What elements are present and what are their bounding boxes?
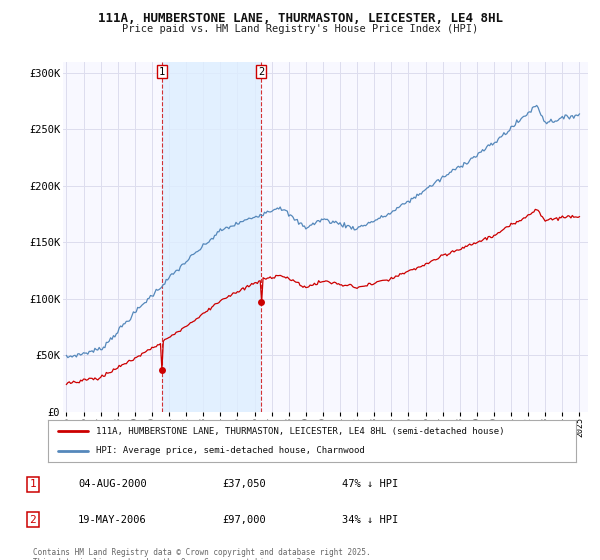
Text: £37,050: £37,050 [222, 479, 266, 489]
Text: 19-MAY-2006: 19-MAY-2006 [78, 515, 147, 525]
Text: 2: 2 [258, 67, 264, 77]
Text: 04-AUG-2000: 04-AUG-2000 [78, 479, 147, 489]
Text: £97,000: £97,000 [222, 515, 266, 525]
Text: HPI: Average price, semi-detached house, Charnwood: HPI: Average price, semi-detached house,… [95, 446, 364, 455]
Text: Contains HM Land Registry data © Crown copyright and database right 2025.
This d: Contains HM Land Registry data © Crown c… [33, 548, 371, 560]
Bar [162, 62, 261, 412]
Text: 34% ↓ HPI: 34% ↓ HPI [342, 515, 398, 525]
Text: Price paid vs. HM Land Registry's House Price Index (HPI): Price paid vs. HM Land Registry's House … [122, 24, 478, 34]
Text: 111A, HUMBERSTONE LANE, THURMASTON, LEICESTER, LE4 8HL: 111A, HUMBERSTONE LANE, THURMASTON, LEIC… [97, 12, 503, 25]
Text: 1: 1 [29, 479, 37, 489]
Text: 47% ↓ HPI: 47% ↓ HPI [342, 479, 398, 489]
Text: 1: 1 [159, 67, 165, 77]
Text: 111A, HUMBERSTONE LANE, THURMASTON, LEICESTER, LE4 8HL (semi-detached house): 111A, HUMBERSTONE LANE, THURMASTON, LEIC… [95, 427, 504, 436]
Text: 2: 2 [29, 515, 37, 525]
